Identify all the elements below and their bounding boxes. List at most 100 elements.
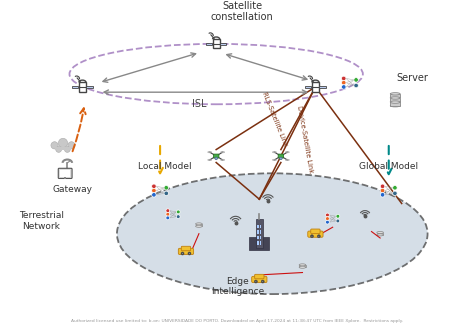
Bar	[257, 225, 259, 228]
Bar	[260, 230, 262, 234]
Ellipse shape	[377, 234, 383, 236]
Text: Gateway: Gateway	[53, 185, 93, 194]
Ellipse shape	[196, 225, 202, 227]
Circle shape	[58, 138, 68, 148]
Bar	[257, 241, 259, 245]
Bar	[257, 236, 259, 239]
Ellipse shape	[390, 97, 400, 99]
Ellipse shape	[390, 96, 400, 98]
Text: Authorized licensed use limited to: b-on: UNIVERSIDADE DO PORTO. Downloaded on A: Authorized licensed use limited to: b-on…	[71, 319, 403, 323]
Text: Local Model: Local Model	[137, 162, 191, 171]
Ellipse shape	[390, 101, 400, 103]
Circle shape	[262, 281, 264, 282]
Ellipse shape	[221, 159, 225, 161]
FancyBboxPatch shape	[178, 248, 193, 254]
Ellipse shape	[390, 100, 400, 103]
Circle shape	[181, 252, 184, 255]
Circle shape	[326, 220, 329, 224]
Circle shape	[215, 157, 218, 160]
Text: Satellite
constellation: Satellite constellation	[210, 1, 273, 22]
Text: Server: Server	[397, 73, 428, 83]
Bar	[79, 83, 86, 92]
Ellipse shape	[285, 159, 289, 161]
FancyBboxPatch shape	[181, 246, 191, 251]
Circle shape	[68, 142, 75, 149]
Bar	[60, 170, 70, 177]
Bar	[249, 237, 269, 250]
Bar	[220, 43, 227, 45]
Ellipse shape	[196, 223, 202, 225]
Ellipse shape	[299, 264, 306, 266]
Circle shape	[392, 186, 397, 190]
Text: Global Model: Global Model	[359, 162, 419, 171]
Ellipse shape	[117, 173, 428, 294]
Circle shape	[189, 253, 190, 254]
Text: ISL: ISL	[191, 99, 206, 109]
Circle shape	[336, 214, 340, 218]
Bar	[260, 236, 262, 239]
Circle shape	[152, 184, 156, 188]
Bar	[64, 177, 66, 179]
Ellipse shape	[377, 231, 383, 234]
Circle shape	[164, 186, 168, 190]
Circle shape	[354, 78, 358, 82]
Circle shape	[51, 142, 58, 149]
Circle shape	[280, 157, 282, 160]
Circle shape	[255, 281, 256, 282]
Circle shape	[176, 215, 180, 218]
Circle shape	[255, 280, 257, 283]
Bar	[377, 232, 383, 235]
Bar	[206, 43, 212, 45]
Circle shape	[380, 184, 385, 188]
Text: Terrestrial
Network: Terrestrial Network	[19, 211, 64, 231]
Bar	[260, 241, 262, 245]
Ellipse shape	[273, 151, 276, 153]
Ellipse shape	[390, 93, 400, 95]
Circle shape	[166, 213, 170, 216]
FancyBboxPatch shape	[308, 231, 323, 237]
Circle shape	[341, 85, 346, 89]
FancyBboxPatch shape	[278, 154, 283, 158]
Bar	[256, 219, 263, 248]
Ellipse shape	[299, 266, 306, 268]
FancyBboxPatch shape	[311, 229, 320, 233]
Circle shape	[152, 188, 156, 193]
FancyBboxPatch shape	[58, 168, 72, 178]
Circle shape	[392, 191, 397, 196]
FancyBboxPatch shape	[255, 274, 264, 279]
Circle shape	[326, 213, 329, 217]
Ellipse shape	[221, 151, 225, 153]
Circle shape	[311, 236, 313, 237]
Bar	[260, 225, 262, 228]
Circle shape	[152, 193, 156, 197]
Bar	[299, 265, 306, 267]
Circle shape	[336, 219, 340, 223]
Bar	[390, 94, 400, 98]
Bar	[319, 86, 326, 88]
Circle shape	[380, 193, 385, 197]
Circle shape	[166, 209, 170, 213]
Bar	[72, 86, 78, 88]
Circle shape	[341, 81, 346, 85]
Bar	[312, 83, 319, 92]
Circle shape	[354, 83, 358, 88]
Circle shape	[182, 253, 183, 254]
Circle shape	[176, 210, 180, 214]
Text: Edge
Intelligence: Edge Intelligence	[211, 277, 264, 296]
Bar	[390, 102, 400, 106]
FancyBboxPatch shape	[252, 276, 267, 282]
Bar	[86, 86, 92, 88]
FancyBboxPatch shape	[213, 154, 219, 158]
Bar	[212, 39, 220, 48]
Text: RLS-Satellite Link: RLS-Satellite Link	[261, 91, 288, 147]
Bar	[196, 224, 202, 226]
Circle shape	[261, 280, 264, 283]
Circle shape	[188, 252, 191, 255]
Circle shape	[164, 191, 168, 196]
Ellipse shape	[285, 151, 289, 153]
Circle shape	[64, 147, 70, 152]
Circle shape	[56, 147, 62, 152]
Circle shape	[326, 217, 329, 220]
Circle shape	[310, 235, 313, 238]
Text: Device-Satellite Link: Device-Satellite Link	[296, 105, 313, 173]
